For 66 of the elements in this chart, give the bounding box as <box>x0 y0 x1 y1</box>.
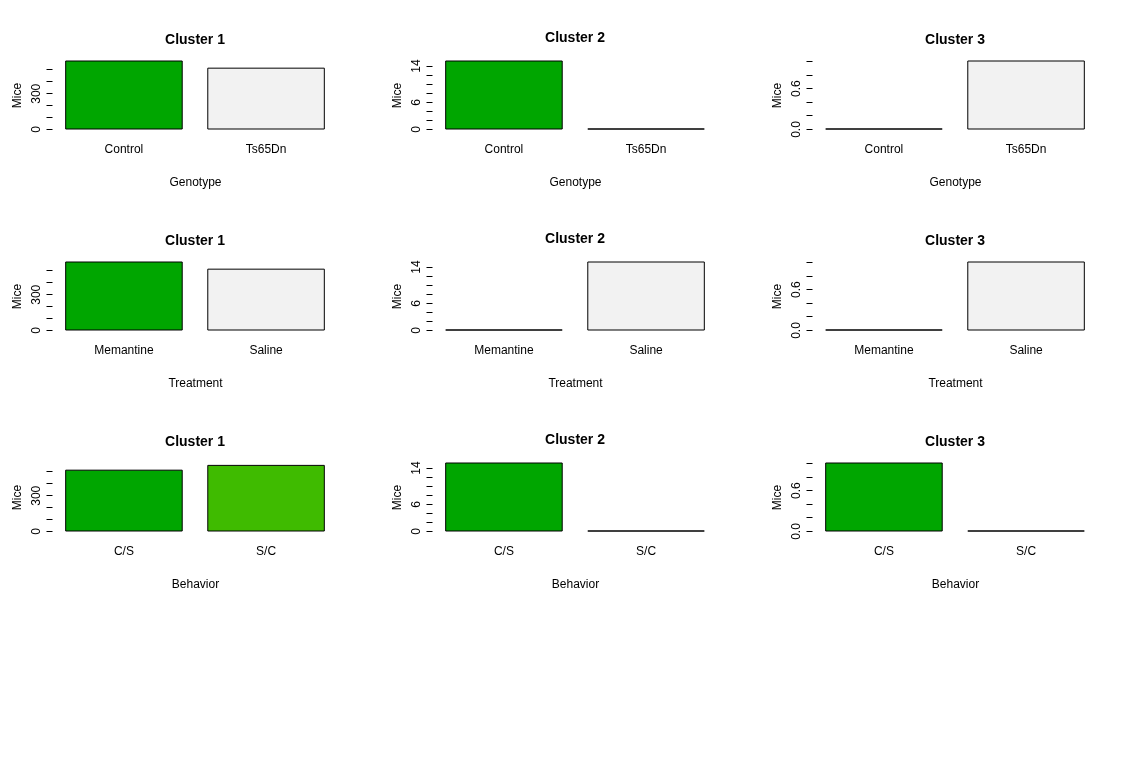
x-tick-label: Ts65Dn <box>625 141 667 156</box>
y-tick-label: 14 <box>408 260 423 274</box>
x-tick-label: C/S <box>873 543 894 558</box>
y-tick-label: 0 <box>408 527 423 535</box>
x-tick-label: Ts65Dn <box>245 141 287 156</box>
x-tick-label: C/S <box>113 543 134 558</box>
y-tick-label: 0 <box>28 527 43 535</box>
y-tick-label: 0.6 <box>788 281 803 299</box>
x-tick-label: C/S <box>493 543 514 558</box>
x-tick-label: S/C <box>1016 543 1037 558</box>
chart-title: Cluster 3 <box>925 432 986 449</box>
y-axis-title: Mice <box>769 484 784 511</box>
y-axis-title: Mice <box>9 82 24 109</box>
x-axis-title: Behavior <box>171 576 220 591</box>
x-tick-label: S/C <box>256 543 277 558</box>
x-tick-label: Control <box>104 141 144 156</box>
x-axis-title: Genotype <box>549 174 602 189</box>
x-tick-label: Control <box>864 141 904 156</box>
chart-title: Cluster 1 <box>165 231 226 248</box>
chart-title: Cluster 2 <box>545 229 606 246</box>
x-axis-title: Treatment <box>548 375 604 390</box>
x-tick-label: Ts65Dn <box>1005 141 1047 156</box>
y-tick-label: 300 <box>28 83 43 104</box>
y-axis-title: Mice <box>769 283 784 310</box>
y-axis-title: Mice <box>389 283 404 310</box>
x-axis-title: Treatment <box>928 375 984 390</box>
y-tick-label: 0 <box>28 125 43 133</box>
chart-title: Cluster 2 <box>545 430 606 447</box>
y-tick-label: 0 <box>408 326 423 334</box>
x-tick-label: S/C <box>636 543 657 558</box>
x-tick-label: Memantine <box>474 342 534 357</box>
y-tick-label: 0.0 <box>788 522 803 540</box>
y-tick-label: 6 <box>408 98 423 106</box>
y-tick-label: 0 <box>408 125 423 133</box>
chart-title: Cluster 1 <box>165 433 226 449</box>
y-axis-title: Mice <box>9 283 24 310</box>
y-tick-label: 0.6 <box>788 80 803 98</box>
x-tick-label: Memantine <box>854 342 914 357</box>
y-tick-label: 0.6 <box>788 482 803 500</box>
y-axis-title: Mice <box>389 484 404 511</box>
x-tick-label: Saline <box>1009 342 1044 357</box>
chart-title: Cluster 3 <box>925 231 986 248</box>
x-tick-label: Control <box>484 141 524 156</box>
y-tick-label: 0.0 <box>788 321 803 339</box>
y-axis-title: Mice <box>769 82 784 109</box>
y-tick-label: 6 <box>408 500 423 508</box>
y-tick-label: 14 <box>408 59 423 73</box>
x-tick-label: Memantine <box>94 342 154 357</box>
chart-title: Cluster 2 <box>545 28 606 45</box>
y-tick-label: 6 <box>408 299 423 307</box>
y-tick-label: 0 <box>28 326 43 334</box>
y-tick-label: 300 <box>28 485 43 506</box>
x-axis-title: Behavior <box>551 576 600 591</box>
y-axis-title: Mice <box>9 484 24 511</box>
x-axis-title: Genotype <box>169 174 222 189</box>
x-tick-label: Saline <box>629 342 664 357</box>
y-tick-label: 0.0 <box>788 120 803 138</box>
x-axis-title: Treatment <box>168 375 224 390</box>
chart-title: Cluster 1 <box>165 30 226 47</box>
x-tick-label: Saline <box>249 342 284 357</box>
y-axis-title: Mice <box>389 82 404 109</box>
x-axis-title: Genotype <box>929 174 982 189</box>
y-tick-label: 14 <box>408 461 423 475</box>
chart-title: Cluster 3 <box>925 30 986 47</box>
x-axis-title: Behavior <box>931 576 980 591</box>
y-tick-label: 300 <box>28 284 43 305</box>
